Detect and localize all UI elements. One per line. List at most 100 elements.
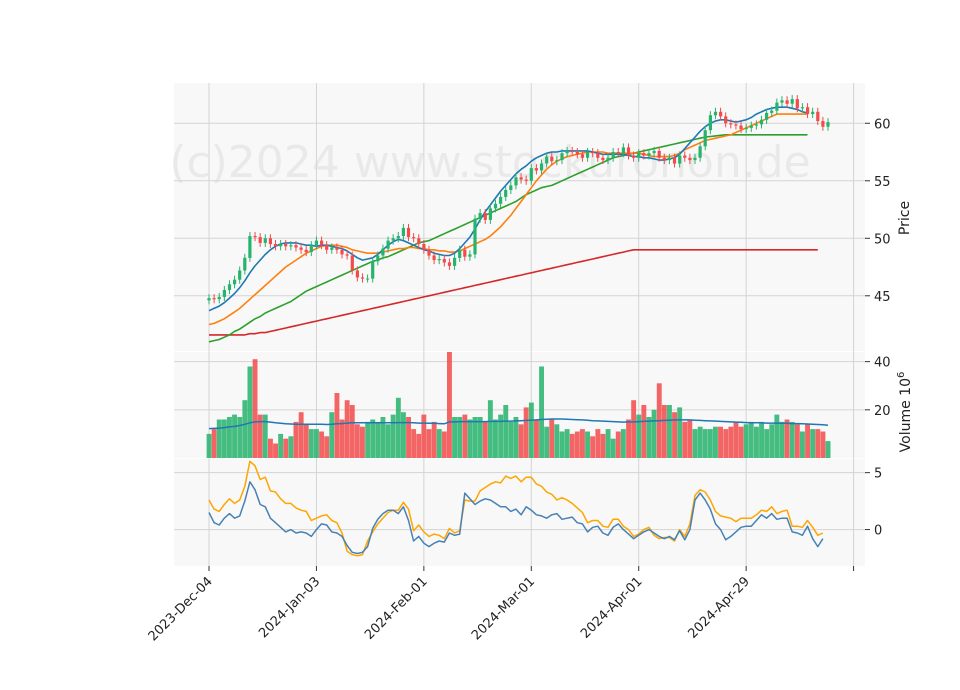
candle-body <box>340 249 344 255</box>
candle-body <box>437 259 441 261</box>
candle-body <box>227 284 232 291</box>
volume-bar <box>692 429 698 458</box>
volume-bar <box>518 424 524 458</box>
volume-tick-label: 40 <box>874 356 891 371</box>
volume-bar <box>477 417 483 458</box>
candle-body <box>545 156 549 164</box>
volume-bar <box>221 419 227 458</box>
candle-body <box>632 155 636 158</box>
volume-bar <box>360 426 365 458</box>
candle-body <box>785 100 789 104</box>
oscillator-tick-label: 5 <box>874 467 882 482</box>
candle-body <box>417 238 421 245</box>
volume-bar <box>528 402 534 458</box>
candle-body <box>320 240 324 246</box>
volume-bar <box>738 426 744 458</box>
volume-bar <box>800 431 805 458</box>
volume-axis-title: Volume 106 <box>896 372 914 453</box>
volume-bar <box>539 366 544 458</box>
volume-bar <box>498 414 504 458</box>
volume-bar <box>687 419 693 458</box>
volume-bar <box>257 414 263 458</box>
candle-body <box>386 240 390 249</box>
candle-body <box>514 177 518 186</box>
candle-body <box>268 238 272 245</box>
volume-bar <box>503 405 509 458</box>
volume-bar <box>554 424 560 458</box>
candle-body <box>816 111 820 121</box>
candle-body <box>708 115 712 131</box>
volume-bar <box>329 412 335 458</box>
candle-body <box>683 155 687 158</box>
volume-bar <box>764 429 770 458</box>
candle-body <box>289 245 293 247</box>
candle-body <box>217 296 221 300</box>
candle-body <box>734 124 738 126</box>
volume-bar <box>697 426 703 458</box>
candle-body <box>642 153 646 156</box>
candle-body <box>637 153 641 158</box>
candle-body <box>575 152 579 155</box>
volume-bar <box>457 417 463 458</box>
candle-body <box>248 236 252 258</box>
volume-bar <box>779 421 785 458</box>
volume-bar <box>411 429 417 458</box>
volume-bar <box>513 417 519 458</box>
candle-body <box>473 218 477 255</box>
volume-bar <box>707 429 713 458</box>
price-tick-label: 50 <box>874 232 891 247</box>
volume-bar <box>636 414 642 458</box>
candle-body <box>355 270 359 278</box>
candle-body <box>504 190 508 197</box>
x-tick-label: 2024-Feb-01 <box>362 574 431 643</box>
candle-body <box>238 270 242 280</box>
candle-body <box>580 154 585 158</box>
candle-body <box>550 156 554 162</box>
candle-body <box>729 123 733 125</box>
candle-body <box>616 152 620 154</box>
volume-bar <box>314 429 319 458</box>
volume-bar <box>344 400 350 458</box>
volume-average-line <box>208 418 829 430</box>
candle-body <box>529 168 533 181</box>
volume-bar <box>390 414 396 458</box>
volume-bar <box>733 421 739 458</box>
candle-body <box>391 238 395 241</box>
volume-bar <box>303 424 309 458</box>
volume-bar <box>600 433 606 458</box>
oscillator-tick-label: 0 <box>874 524 882 539</box>
ma-long-line <box>209 249 818 336</box>
candle-body <box>488 208 492 220</box>
volume-bar <box>216 419 222 458</box>
price-tick-label: 45 <box>874 290 891 305</box>
candle-body <box>790 99 794 104</box>
volume-bar <box>774 414 780 458</box>
volume-bar <box>283 438 289 458</box>
volume-bar <box>682 421 688 458</box>
volume-bar <box>754 426 759 458</box>
volume-bar <box>605 429 611 458</box>
volume-bar <box>743 424 749 458</box>
volume-bar <box>794 424 800 458</box>
volume-bar <box>544 426 550 458</box>
candle-body <box>279 244 283 247</box>
volume-bar <box>493 419 498 458</box>
volume-bar <box>631 400 637 458</box>
candle-body <box>284 244 288 247</box>
volume-bar <box>590 436 596 458</box>
volume-bar <box>610 438 616 458</box>
volume-bar <box>293 421 299 458</box>
candle-body <box>662 157 666 161</box>
candle-body <box>458 249 462 258</box>
volume-bar <box>564 429 570 458</box>
volume-bar <box>718 426 723 458</box>
candle-body <box>601 157 605 161</box>
volume-bar <box>308 429 314 458</box>
volume-bar <box>421 414 427 458</box>
oscillator-main-line <box>208 481 824 555</box>
volume-bar <box>416 433 422 458</box>
candle-body <box>309 245 313 253</box>
candle-body <box>366 278 370 280</box>
candle-body <box>606 157 610 161</box>
